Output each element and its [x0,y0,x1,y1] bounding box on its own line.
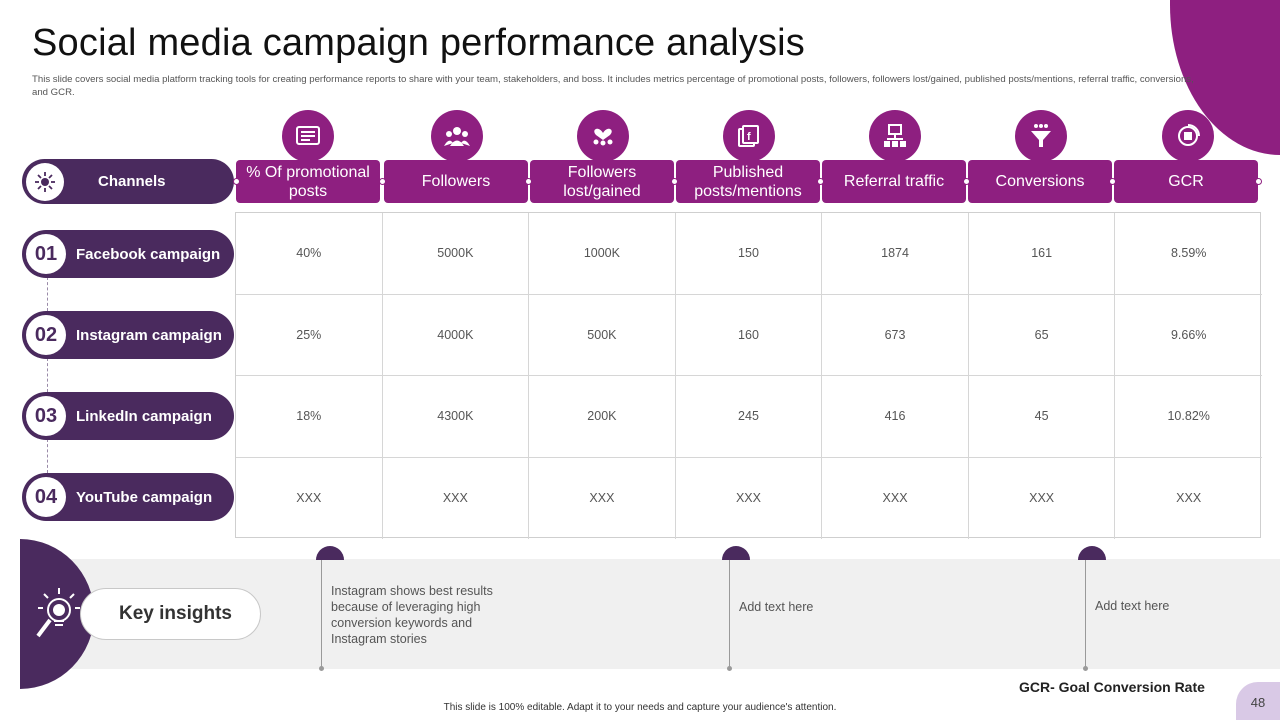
column-header: Referral traffic [822,160,966,203]
key-insights-label: Key insights [80,588,261,640]
insight-line [729,560,730,668]
referral-icon [869,110,921,162]
table-cell: XXX [969,457,1116,539]
table-cell: 161 [968,213,1116,295]
column-header: Followers [384,160,528,203]
slide-title: Social media campaign performance analys… [32,22,806,64]
insight-line [1085,560,1086,668]
followers-icon [431,110,483,162]
insight-dot [1083,666,1088,671]
connector-dot [1109,178,1116,185]
row-label-linkedin: 03 LinkedIn campaign [22,392,234,440]
connector-dot [963,178,970,185]
row-name: Instagram campaign [76,326,222,344]
table-cell: 18% [236,376,383,458]
insight-marker [1078,546,1106,560]
gcr-definition: GCR- Goal Conversion Rate [1019,679,1205,695]
column-header: % Of promotional posts [236,160,380,203]
promo-icon [282,110,334,162]
table-cell: 40% [236,213,383,295]
connector-dot [379,178,386,185]
table-cell: 1000K [529,213,676,295]
insight-marker [722,546,750,560]
table-cell: 160 [675,294,823,376]
footer-note: This slide is 100% editable. Adapt it to… [443,702,837,713]
table-cell: XXX [822,457,969,539]
column-header: Conversions [968,160,1112,203]
row-connector [47,358,48,392]
row-number: 02 [26,315,66,355]
table-cell: 25% [236,294,383,376]
channels-header: Channels [22,159,234,204]
connector-dot [1255,178,1262,185]
table-cell: 245 [675,376,823,458]
column-header: Followers lost/gained [530,160,674,203]
table-cell: 10.82% [1115,376,1262,458]
connector-dot [817,178,824,185]
table-cell: XXX [529,457,676,539]
published-posts-icon: f [723,110,775,162]
channels-icon [26,162,64,201]
insight-text: Add text here [1095,599,1170,613]
row-number: 04 [26,477,66,517]
channels-label: Channels [98,173,166,190]
row-number: 03 [26,396,66,436]
connector-dot [233,178,240,185]
connector-dot [671,178,678,185]
row-connector [47,439,48,473]
row-name: Facebook campaign [76,245,221,263]
table-cell: 150 [675,213,823,295]
table-cell: 416 [822,376,969,458]
insight-line [321,560,322,668]
insight-text: Instagram shows best results because of … [331,584,493,646]
data-grid: 40% 5000K 1000K 150 1874 161 8.59% 25% 4… [235,212,1262,539]
svg-text:f: f [747,131,751,143]
followers-change-icon [577,110,629,162]
row-label-youtube: 04 YouTube campaign [22,473,234,521]
table-cell: 673 [822,294,969,376]
row-connector [47,277,48,311]
table-cell: XXX [1176,491,1202,506]
row-number: 01 [26,234,66,274]
insight-marker [316,546,344,560]
lightbulb-magnifier-icon [36,588,80,638]
row-name: YouTube campaign [76,488,213,506]
table-cell: 1874 [822,213,969,295]
row-name: LinkedIn campaign [76,407,212,425]
row-label-facebook: 01 Facebook campaign [22,230,234,278]
insight-dot [319,666,324,671]
table-cell: XXX [676,457,823,539]
table-cell: 9.66% [1115,295,1262,376]
connector-dot [525,178,532,185]
column-header: Published posts/mentions [676,160,820,203]
gcr-icon [1162,110,1214,162]
table-cell: 65 [968,294,1116,376]
table-cell: XXX [236,457,383,539]
table-cell: 200K [529,376,676,458]
table-cell: 45 [968,376,1116,458]
page-number: 48 [1236,682,1280,720]
row-label-instagram: 02 Instagram campaign [22,311,234,359]
table-cell: 4000K [382,294,530,376]
table-cell: 500K [529,294,676,376]
column-header: GCR [1114,160,1258,203]
insight-text: Add text here [739,600,814,614]
table-cell: 5000K [382,213,530,295]
table-cell: 8.59% [1115,213,1262,295]
conversion-funnel-icon [1015,110,1067,162]
slide-subtitle: This slide covers social media platform … [32,74,1194,98]
insight-dot [727,666,732,671]
table-cell: XXX [383,457,530,539]
table-cell: 4300K [382,376,530,458]
